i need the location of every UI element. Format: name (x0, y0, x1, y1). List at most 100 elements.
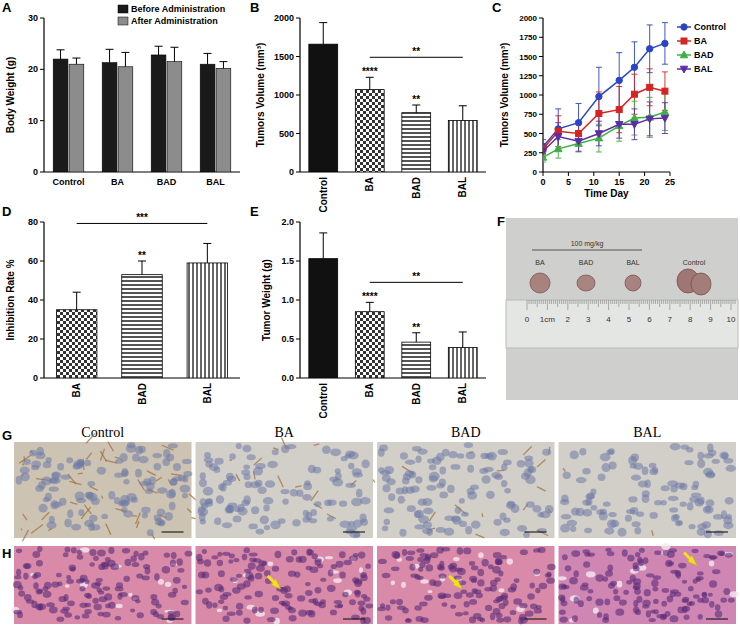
nucleus (285, 593, 293, 599)
line (647, 24, 653, 25)
ihc-background (14, 442, 192, 538)
nucleus (461, 512, 469, 517)
nucleus (436, 547, 444, 554)
ruler-tick (714, 300, 715, 304)
nucleus (220, 594, 229, 600)
nucleus (455, 507, 462, 514)
nucleus (35, 452, 45, 460)
stain (22, 464, 24, 465)
nucleus (559, 610, 566, 615)
y-tick-label: 30 (28, 13, 38, 23)
y-tick-label: 0.5 (281, 334, 294, 344)
panel-letter: C (492, 0, 502, 15)
line (416, 105, 417, 113)
error-bar (138, 261, 146, 275)
nucleus (630, 463, 637, 468)
ruler-tick (665, 300, 666, 304)
lumen (217, 609, 222, 613)
nucleus (663, 550, 670, 555)
column-title: BAL (633, 425, 661, 440)
y-tick (296, 300, 300, 301)
nucleus (530, 583, 535, 589)
nucleus (327, 585, 336, 592)
legend: Before AdministrationAfter Administratio… (118, 4, 225, 26)
line (647, 101, 653, 102)
nucleus (433, 580, 441, 586)
nucleus (409, 564, 415, 571)
legend-label: BAD (694, 50, 714, 60)
y-tick (296, 172, 300, 173)
ruler-tick (731, 300, 732, 310)
ruler-tick (616, 300, 617, 304)
ruler-tick (733, 300, 734, 304)
nucleus (707, 444, 713, 453)
nucleus (399, 529, 406, 537)
bar (309, 44, 338, 172)
nucleus (563, 472, 571, 479)
y-tick (539, 95, 543, 96)
ruler-tick (555, 300, 556, 304)
tumor (577, 275, 595, 291)
nucleus (646, 610, 651, 617)
column-title: BA (275, 425, 295, 440)
line (158, 46, 159, 55)
nucleus (354, 580, 362, 587)
nucleus (52, 502, 62, 508)
nucleus (182, 493, 188, 498)
ruler-tick (596, 300, 597, 304)
nucleus (114, 472, 123, 477)
stain (314, 444, 320, 446)
nucleus (392, 551, 400, 558)
lumen (729, 591, 739, 597)
x-tick-label: BA (111, 177, 124, 187)
ruler-tick (584, 300, 585, 304)
nucleus (184, 551, 192, 557)
y-tick (40, 18, 44, 19)
nucleus (530, 603, 537, 609)
nucleus (77, 460, 84, 467)
nucleus (104, 593, 112, 600)
y-tick-label: 1250 (519, 72, 537, 81)
nucleus (714, 530, 724, 536)
nucleus (426, 564, 434, 571)
nucleus (477, 579, 484, 586)
nucleus (14, 575, 21, 579)
nucleus (719, 452, 728, 460)
ruler-tick (720, 300, 721, 307)
error-bar (412, 105, 420, 113)
y-tick (539, 75, 543, 76)
nucleus (495, 558, 503, 565)
line (555, 122, 561, 123)
nucleus (307, 550, 314, 556)
nucleus (608, 448, 615, 455)
nucleus (410, 486, 420, 493)
lumen (165, 582, 172, 587)
line (647, 68, 653, 69)
nucleus (469, 561, 475, 566)
ruler-tick (533, 300, 534, 304)
point (646, 116, 653, 123)
nucleus (464, 601, 470, 608)
stain (373, 480, 375, 483)
nucleus (596, 574, 604, 581)
nucleus (169, 502, 176, 511)
nucleus (471, 565, 478, 570)
nucleus (633, 578, 641, 585)
nucleus (422, 498, 432, 506)
lumen (428, 590, 433, 593)
nucleus (202, 549, 207, 554)
he-background (14, 546, 192, 624)
ruler-tick (551, 300, 552, 304)
y-tick-label: 0 (33, 167, 38, 177)
y-axis-title: Tumor Weight (g) (261, 259, 272, 341)
x-tick-label: 5 (566, 177, 571, 187)
point (575, 138, 582, 145)
nucleus (196, 554, 202, 561)
tumor-photo (506, 218, 738, 400)
nucleus (686, 447, 694, 452)
nucleus (200, 519, 206, 524)
stain (115, 457, 120, 458)
y-axis (43, 18, 44, 172)
nucleus (582, 468, 590, 474)
nucleus (661, 485, 670, 491)
